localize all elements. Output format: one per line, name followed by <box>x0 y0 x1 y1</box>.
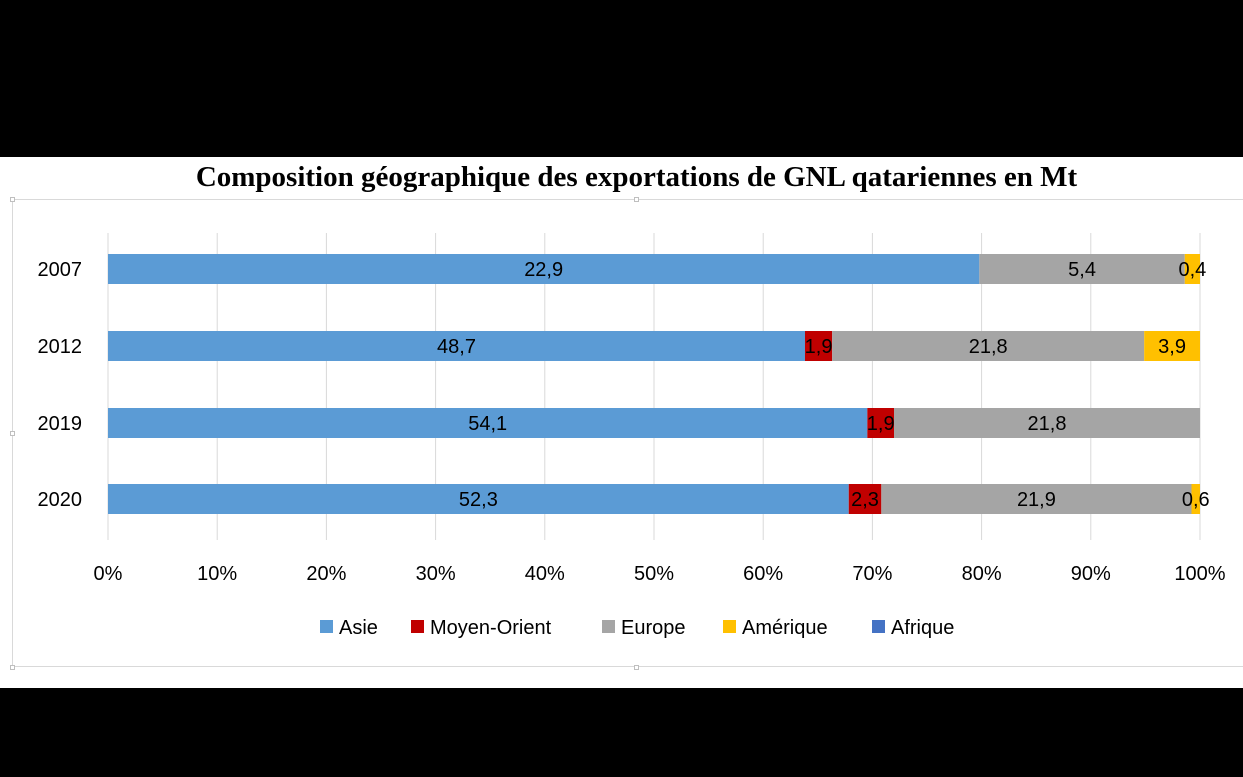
x-tick-label: 30% <box>416 563 456 585</box>
resize-handle[interactable] <box>10 197 15 202</box>
x-tick-label: 0% <box>94 563 123 585</box>
bar-segment <box>848 484 882 514</box>
x-tick-label: 10% <box>197 563 237 585</box>
bar-segment <box>832 331 1145 361</box>
bar-segment <box>1144 331 1200 361</box>
legend-label: Afrique <box>891 617 954 639</box>
legend-swatch <box>320 620 333 633</box>
x-tick-label: 50% <box>634 563 674 585</box>
x-tick-label: 100% <box>1174 563 1225 585</box>
resize-handle[interactable] <box>10 431 15 436</box>
legend-swatch <box>602 620 615 633</box>
data-label: 21,8 <box>1028 413 1067 435</box>
data-label: 48,7 <box>437 336 476 358</box>
x-tick-label: 20% <box>306 563 346 585</box>
x-tick-label: 80% <box>962 563 1002 585</box>
data-label: 22,9 <box>524 259 563 281</box>
bar-segment <box>108 484 849 514</box>
legend-swatch <box>872 620 885 633</box>
bar-segment <box>979 254 1185 284</box>
data-label: 54,1 <box>468 413 507 435</box>
resize-handle[interactable] <box>634 665 639 670</box>
bar-segment <box>1191 484 1200 514</box>
legend-swatch <box>723 620 736 633</box>
legend-label: Asie <box>339 617 378 639</box>
legend-label: Europe <box>621 617 686 639</box>
data-label: 1,9 <box>867 413 895 435</box>
bar-segment <box>1184 254 1200 284</box>
bar-segment <box>108 331 805 361</box>
data-label: 0,6 <box>1182 489 1210 511</box>
bar-segment <box>108 254 980 284</box>
bar-segment <box>881 484 1192 514</box>
bar-segment <box>804 331 833 361</box>
y-category-label: 2007 <box>38 259 83 281</box>
data-label: 0,4 <box>1178 259 1206 281</box>
data-label: 52,3 <box>459 489 498 511</box>
legend-swatch <box>411 620 424 633</box>
x-tick-label: 90% <box>1071 563 1111 585</box>
legend-label: Amérique <box>742 617 828 639</box>
x-tick-label: 40% <box>525 563 565 585</box>
legend-label: Moyen-Orient <box>430 617 552 639</box>
chart-title: Composition géographique des exportation… <box>195 161 1078 193</box>
data-label: 21,9 <box>1017 489 1056 511</box>
data-label: 5,4 <box>1068 259 1096 281</box>
y-category-label: 2012 <box>38 336 83 358</box>
x-tick-label: 60% <box>743 563 783 585</box>
data-label: 21,8 <box>969 336 1008 358</box>
x-tick-label: 70% <box>852 563 892 585</box>
y-category-label: 2020 <box>38 489 83 511</box>
data-label: 3,9 <box>1158 336 1186 358</box>
y-category-label: 2019 <box>38 413 83 435</box>
data-label: 1,9 <box>805 336 833 358</box>
bar-segment <box>108 408 868 438</box>
data-label: 2,3 <box>851 489 879 511</box>
bar-segment <box>867 408 895 438</box>
chart-area-frame[interactable] <box>10 197 1243 670</box>
bar-segment <box>894 408 1200 438</box>
resize-handle[interactable] <box>10 665 15 670</box>
resize-handle[interactable] <box>634 197 639 202</box>
